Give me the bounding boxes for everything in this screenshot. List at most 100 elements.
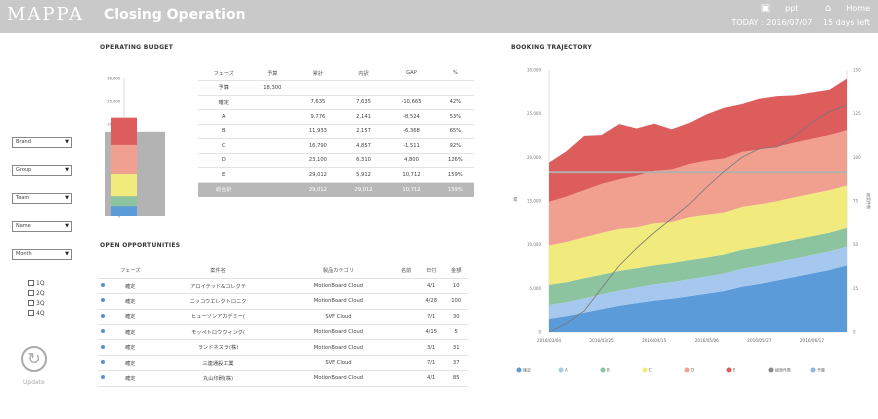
legend-item[interactable]: A <box>558 367 569 373</box>
table-row[interactable]: 確定 三連通設工業 SVF Cloud 7/1 37 <box>98 355 468 372</box>
area-series-C <box>549 185 847 285</box>
team-select[interactable]: Team ▼ <box>12 193 72 204</box>
table-cell: 100 <box>444 293 468 310</box>
table-cell: 確定 <box>107 339 154 356</box>
brand-select[interactable]: Brand ▼ <box>12 137 72 148</box>
table-cell: 9,776 <box>295 109 341 125</box>
ppt-icon: ▣ <box>760 3 771 14</box>
legend-item[interactable]: C <box>642 367 653 373</box>
legend-item[interactable]: 確定 <box>516 367 532 373</box>
table-cell: MotionBoard Cloud <box>282 278 395 295</box>
refresh-icon: ↻ <box>27 349 41 368</box>
budget-table-header: フェーズ 予算 累計 内訳 GAP% <box>198 66 474 81</box>
legend-item[interactable]: 予算 <box>810 367 826 373</box>
table-cell: 4/28 <box>417 293 445 310</box>
quarter-4q-checkbox[interactable]: 4Q <box>28 309 45 319</box>
name-select[interactable]: Name ▼ <box>12 221 72 232</box>
table-cell: 丸山印刷(株) <box>153 370 283 387</box>
table-row[interactable]: 確定 丸山印刷(株) MotionBoard Cloud 4/1 85 <box>98 370 468 387</box>
table-cell: A <box>198 109 250 125</box>
legend-swatch <box>684 367 690 373</box>
column-header: 内訳 <box>340 66 387 81</box>
table-cell <box>386 80 437 96</box>
table-cell: 4/1 <box>417 278 445 295</box>
table-cell: 確定 <box>107 309 154 326</box>
status-dot-icon <box>100 313 105 318</box>
quarter-checkboxes: 1Q 2Q 3Q 4Q <box>28 279 45 319</box>
home-link[interactable]: ⌂ Home <box>813 3 870 14</box>
table-cell: B <box>198 124 250 139</box>
legend-item[interactable]: 総案件数 <box>768 367 792 373</box>
table-row: B 11,933 2,157 -6,368 65% <box>198 124 474 139</box>
table-cell: モッペトロウウィング( <box>153 324 283 341</box>
table-cell: 29,012 <box>295 167 341 183</box>
table-cell: 18,300 <box>249 80 296 96</box>
legend-label: C <box>649 368 652 373</box>
legend-item[interactable]: E <box>726 367 737 373</box>
x-tick-label: 2016/03/25 <box>590 338 614 343</box>
y2-tick-label: 0 <box>853 330 856 335</box>
table-cell: 10,712 <box>386 167 437 183</box>
table-cell: 7,635 <box>295 95 341 110</box>
table-cell: SVF Cloud <box>282 355 395 372</box>
table-row[interactable]: 確定 ランドネスラ(株) MotionBoard Cloud 3/1 31 <box>98 339 468 356</box>
area-series-A <box>549 246 847 319</box>
legend-swatch <box>642 367 648 373</box>
table-cell <box>394 278 418 295</box>
month-select[interactable]: Month ▼ <box>12 249 72 260</box>
group-select[interactable]: Group ▼ <box>12 165 72 176</box>
ppt-link[interactable]: ▣ ppt <box>749 3 799 14</box>
y-tick-label: 5,000 <box>530 286 542 291</box>
column-header: 名前 <box>394 263 418 279</box>
update-button[interactable]: ↻ <box>21 346 47 372</box>
y2-axis-label: 総案件数 <box>866 193 872 209</box>
chevron-down-icon: ▼ <box>65 139 69 145</box>
table-cell: MotionBoard Cloud <box>282 370 395 387</box>
budget-table-body: 予算 18,300 確定 7,635 7,635 -10,665 42% A 9,776 2,14… <box>198 80 474 197</box>
table-cell: 確定 <box>198 95 250 110</box>
checkbox-box <box>28 280 34 286</box>
count-line <box>548 104 848 333</box>
y-tick-label: 10,000 <box>527 242 541 247</box>
table-cell: 4,800 <box>386 153 437 168</box>
column-header: GAP <box>386 66 437 81</box>
area-series-E <box>549 78 847 202</box>
chevron-down-icon: ▼ <box>65 167 69 173</box>
column-header: フェーズ <box>107 263 154 279</box>
table-cell: 確定 <box>107 278 154 295</box>
table-cell: 126% <box>436 153 474 168</box>
quarter-1q-checkbox[interactable]: 1Q <box>28 279 45 289</box>
table-cell: 11,933 <box>295 124 341 139</box>
table-row[interactable]: 確定 モッペトロウウィング(MotionBoard Cloud 4/15 5 <box>98 324 468 341</box>
y2-tick-label: 125 <box>853 111 861 116</box>
quarter-3q-checkbox[interactable]: 3Q <box>28 299 45 309</box>
table-cell: 3/1 <box>417 339 445 356</box>
bar-segment-e <box>111 117 137 145</box>
table-cell: MotionBoard Cloud <box>282 293 395 310</box>
table-cell: 159% <box>436 167 474 183</box>
quarter-2q-checkbox[interactable]: 2Q <box>28 289 45 299</box>
days-left: 15 days left <box>822 18 870 27</box>
table-cell <box>394 370 418 387</box>
table-cell <box>295 80 341 96</box>
table-cell: 確定 <box>107 370 154 387</box>
table-cell: アロイテッド&コレクテ <box>153 278 283 295</box>
table-cell <box>436 80 474 96</box>
table-cell <box>394 355 418 372</box>
legend-label: D <box>691 368 694 373</box>
ppt-label: ppt <box>785 4 799 13</box>
table-row[interactable]: 確定 アロイテッド&コレクテ MotionBoard Cloud 4/1 10 <box>98 278 468 295</box>
table-cell: 37 <box>444 355 468 372</box>
legend-label: B <box>607 368 610 373</box>
table-cell: 4,857 <box>340 138 387 154</box>
table-row[interactable]: 確定 ヒューソンアカデミー(SVF Cloud 7/1 30 <box>98 309 468 326</box>
column-header: 日付 <box>417 263 445 279</box>
table-row[interactable]: 確定 ニッコウエレクトロニク MotionBoard Cloud 4/28 100 <box>98 293 468 310</box>
table-cell <box>340 80 387 96</box>
column-header: 金額 <box>444 263 468 279</box>
table-cell: 23,100 <box>295 153 341 168</box>
table-cell <box>394 324 418 341</box>
legend-item[interactable]: B <box>600 367 611 373</box>
legend-item[interactable]: D <box>684 367 695 373</box>
